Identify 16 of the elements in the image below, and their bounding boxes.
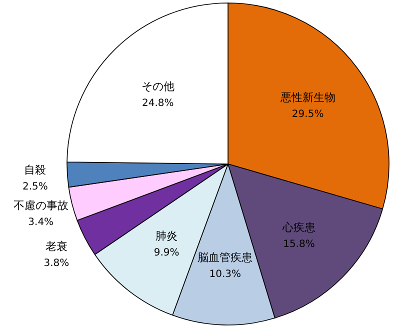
data-label: 9.9% xyxy=(154,248,180,259)
slice-label: 心疾患 xyxy=(282,221,316,234)
slice-label: その他 xyxy=(141,80,174,93)
data-label: 3.4% xyxy=(28,217,54,228)
data-label: 3.8% xyxy=(44,258,70,269)
slice-label: 肺炎 xyxy=(156,230,178,243)
slice-label: 脳血管疾患 xyxy=(198,250,253,264)
data-label: 10.3% xyxy=(209,268,242,280)
slice-label: 老衰 xyxy=(45,240,68,253)
slice-label: 不慮の事故 xyxy=(13,199,68,212)
data-label: 24.8% xyxy=(142,98,174,109)
data-label: 2.5% xyxy=(22,182,48,193)
slice-label: 悪性新生物 xyxy=(279,91,336,104)
slice-label: 自殺 xyxy=(24,164,46,177)
data-label: 15.8% xyxy=(283,239,315,250)
data-label: 29.5% xyxy=(292,109,324,120)
